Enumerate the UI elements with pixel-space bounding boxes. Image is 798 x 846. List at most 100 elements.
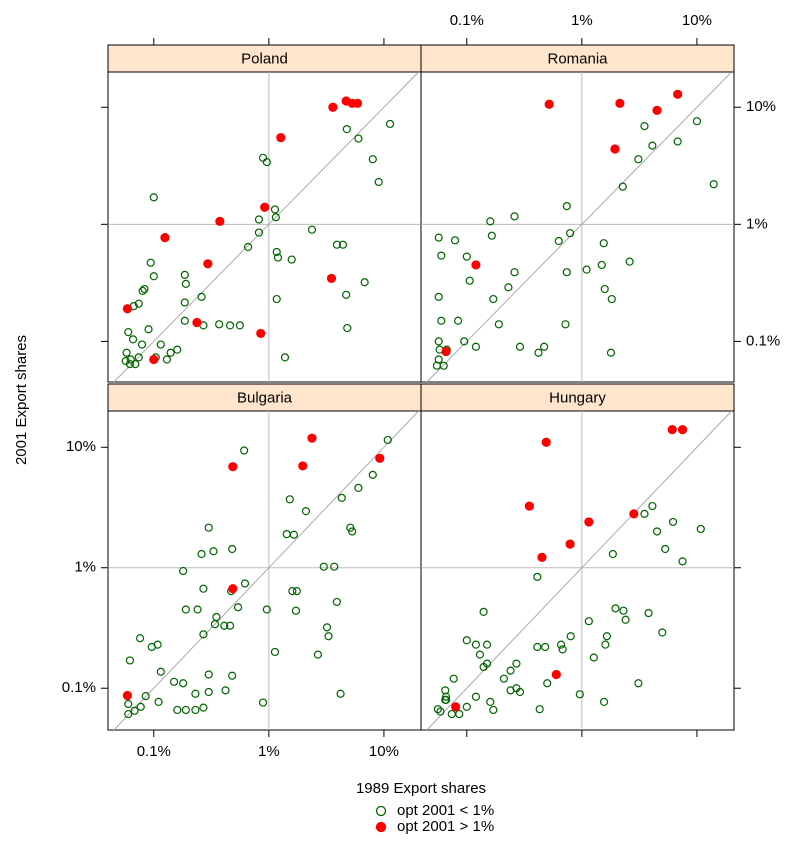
point	[437, 316, 446, 325]
point	[437, 251, 446, 260]
point	[180, 316, 189, 325]
legend-label: opt 2001 < 1%	[397, 802, 494, 819]
point	[368, 470, 377, 479]
point	[199, 703, 208, 712]
point	[225, 621, 235, 630]
point	[608, 549, 617, 559]
point	[210, 620, 220, 629]
point	[606, 348, 616, 357]
point	[434, 292, 443, 301]
panel	[420, 410, 735, 731]
point	[326, 273, 337, 284]
point	[434, 233, 443, 242]
point	[352, 98, 363, 108]
point	[544, 99, 554, 109]
point	[575, 690, 584, 699]
point	[533, 642, 542, 652]
point	[482, 640, 492, 649]
point	[668, 517, 678, 527]
point	[535, 705, 544, 714]
point	[465, 276, 474, 285]
x-tick-label: 1%	[258, 743, 280, 760]
point	[292, 586, 301, 596]
point	[692, 117, 702, 126]
point	[599, 697, 609, 706]
point	[610, 144, 620, 154]
point	[197, 292, 206, 301]
point	[254, 228, 264, 237]
point	[678, 557, 687, 566]
diagonal	[113, 410, 419, 731]
diagonal	[426, 410, 732, 731]
point	[658, 628, 667, 637]
point	[181, 705, 190, 715]
point	[673, 137, 682, 146]
panel-title: Hungary	[549, 389, 606, 406]
panel	[107, 71, 422, 383]
point	[203, 259, 213, 269]
point	[354, 483, 363, 492]
point	[179, 679, 188, 688]
point	[534, 348, 543, 357]
point	[471, 640, 481, 649]
point	[510, 268, 519, 277]
point	[235, 321, 244, 330]
legend-label: opt 2001 > 1%	[397, 818, 494, 835]
point	[149, 272, 158, 281]
point	[543, 679, 552, 688]
point	[173, 705, 182, 715]
point	[276, 133, 286, 143]
point	[221, 686, 230, 695]
point	[181, 605, 190, 614]
point	[562, 268, 571, 277]
point	[512, 684, 521, 693]
point	[486, 697, 495, 706]
point	[313, 650, 323, 659]
point	[135, 634, 145, 643]
point	[441, 695, 450, 704]
point	[432, 361, 442, 370]
point	[479, 662, 488, 672]
point	[541, 642, 550, 652]
strip	[420, 44, 735, 73]
point	[337, 493, 346, 502]
point	[228, 671, 237, 680]
point	[262, 157, 271, 167]
point	[128, 335, 138, 344]
point	[136, 702, 145, 711]
point	[298, 461, 308, 471]
y-tick-label: 1%	[746, 215, 768, 232]
point	[272, 294, 281, 304]
point	[385, 119, 395, 129]
point	[565, 539, 575, 549]
point	[332, 597, 341, 607]
point	[667, 425, 677, 435]
point	[607, 294, 616, 304]
point	[556, 640, 566, 649]
x-tick-label: 0.1%	[450, 12, 484, 29]
y-tick-label: 0.1%	[62, 679, 96, 696]
point	[648, 141, 657, 150]
point	[243, 242, 253, 252]
diagonal	[113, 71, 419, 383]
point	[512, 659, 521, 668]
point	[589, 653, 598, 662]
panel-title: Poland	[241, 50, 288, 67]
point	[332, 240, 341, 249]
point	[228, 584, 238, 594]
point	[584, 617, 593, 626]
point	[134, 353, 143, 362]
point	[602, 632, 611, 641]
point	[191, 689, 200, 698]
point	[197, 549, 206, 559]
point	[360, 278, 369, 287]
point	[256, 328, 266, 339]
point	[291, 606, 301, 615]
point	[566, 632, 575, 641]
point	[140, 284, 149, 294]
point	[368, 155, 377, 164]
point	[240, 446, 249, 455]
point	[510, 212, 519, 221]
panel-title: Romania	[547, 50, 608, 67]
point	[354, 134, 363, 143]
